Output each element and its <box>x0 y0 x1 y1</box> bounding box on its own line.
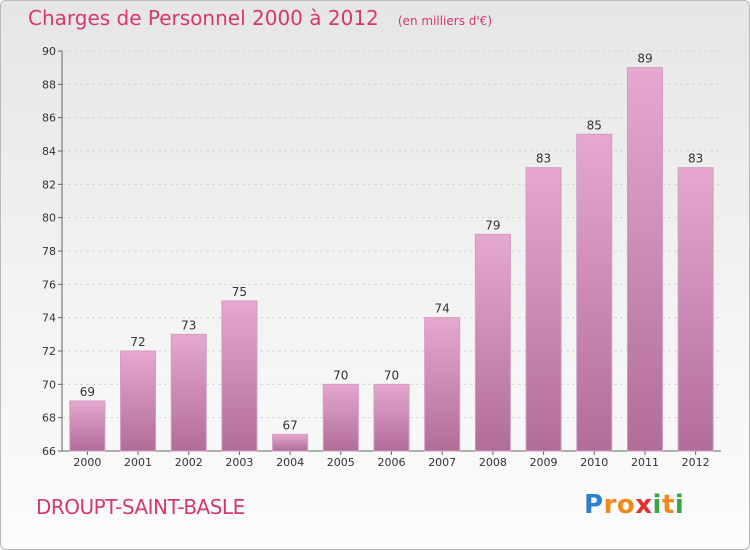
logo-letter: r <box>603 490 617 520</box>
y-tick-label: 72 <box>42 345 56 358</box>
bar-value-label: 72 <box>130 335 145 349</box>
bar <box>120 350 157 452</box>
y-tick-label: 70 <box>42 378 56 391</box>
y-tick-label: 78 <box>42 245 56 258</box>
logo-letter: P <box>584 490 604 520</box>
bar <box>69 400 106 452</box>
title-row: Charges de Personnel 2000 à 2012 (en mil… <box>28 6 492 30</box>
bar <box>322 383 359 452</box>
x-tick-label: 2002 <box>175 456 203 469</box>
x-tick-label: 2008 <box>479 456 507 469</box>
bar <box>677 167 714 452</box>
bar <box>626 67 663 452</box>
y-tick-label: 74 <box>42 312 56 325</box>
bar-value-label: 79 <box>485 218 500 232</box>
y-tick-label: 88 <box>42 78 56 91</box>
bar <box>221 300 258 452</box>
bar-value-label: 70 <box>384 368 399 382</box>
x-tick-label: 2000 <box>73 456 101 469</box>
bar-value-label: 89 <box>637 52 652 66</box>
x-tick-label: 2005 <box>327 456 355 469</box>
x-tick-label: 2004 <box>276 456 304 469</box>
x-tick-label: 2011 <box>631 456 659 469</box>
y-tick-label: 90 <box>42 45 56 58</box>
x-tick-label: 2006 <box>378 456 406 469</box>
bar <box>576 133 613 452</box>
y-tick-label: 82 <box>42 178 56 191</box>
bar-layer <box>69 67 714 452</box>
bar-value-label: 67 <box>282 418 297 432</box>
x-tick-label: 2001 <box>124 456 152 469</box>
y-tick-label: 68 <box>42 412 56 425</box>
x-tick-label: 2003 <box>225 456 253 469</box>
y-tick-label: 86 <box>42 112 56 125</box>
bar-value-label: 75 <box>232 285 247 299</box>
bar <box>525 167 562 452</box>
bar <box>424 317 461 452</box>
bar-value-label: 83 <box>536 152 551 166</box>
chart-title: Charges de Personnel 2000 à 2012 <box>28 6 379 30</box>
bar-value-label: 73 <box>181 318 196 332</box>
x-tick-label: 2010 <box>580 456 608 469</box>
y-tick-label: 80 <box>42 212 56 225</box>
x-tick-label: 2012 <box>682 456 710 469</box>
x-tick-label: 2009 <box>530 456 558 469</box>
bar-value-label: 83 <box>688 152 703 166</box>
bar <box>474 233 511 452</box>
bar-value-label: 85 <box>587 118 602 132</box>
bar-value-label: 70 <box>333 368 348 382</box>
x-tick-label: 2007 <box>428 456 456 469</box>
place-name: DROUPT-SAINT-BASLE <box>36 495 245 519</box>
proxiti-logo: Proxiti <box>584 490 684 520</box>
logo-letter: t <box>661 490 675 520</box>
logo-letter: i <box>674 490 685 520</box>
bar <box>272 433 309 452</box>
bar-value-label: 69 <box>80 385 95 399</box>
chart-unit-label: (en milliers d'€) <box>397 14 492 28</box>
logo-letter: x <box>635 490 653 520</box>
label-layer: 69 72 73 75 67 70 70 74 79 83 85 89 83 <box>80 52 704 433</box>
bar <box>373 383 410 452</box>
logo-letter: i <box>652 490 662 520</box>
y-tick-label: 66 <box>42 445 56 458</box>
bar-value-label: 74 <box>435 302 450 316</box>
logo-letter: o <box>616 490 636 520</box>
y-tick-label: 76 <box>42 278 56 291</box>
y-tick-label: 84 <box>42 145 56 158</box>
bar <box>170 333 207 452</box>
